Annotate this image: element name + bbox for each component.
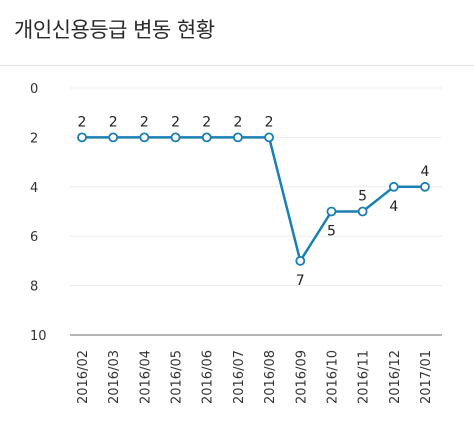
data-label: 2: [171, 114, 180, 130]
series-credit-grade: [77, 132, 430, 266]
series-line: [82, 136, 425, 263]
page-title: 개인신용등급 변동 현황: [14, 18, 215, 42]
data-point: [233, 132, 243, 143]
y-tick-label: 6: [30, 230, 38, 245]
y-tick-label: 2: [30, 131, 38, 146]
x-tick-label: 2016/07: [232, 350, 247, 404]
data-label: 4: [421, 164, 430, 180]
data-label: 2: [202, 114, 211, 130]
x-tick-label: 2016/09: [294, 350, 309, 404]
x-axis-ticks: 2016/02 2016/03 2016/04 2016/05 2016/06 2016/…: [76, 350, 434, 404]
data-label: 7: [296, 273, 305, 289]
data-label: 2: [109, 114, 118, 130]
x-tick-label: 2016/11: [357, 350, 372, 404]
x-tick-label: 2016/08: [263, 350, 278, 404]
x-tick-label: 2017/01: [419, 350, 434, 404]
x-tick-label: 2016/04: [138, 350, 153, 404]
x-tick-label: 2016/06: [201, 350, 216, 404]
x-tick-label: 2016/03: [107, 350, 122, 404]
data-label: 2: [265, 114, 274, 130]
data-point: [108, 132, 119, 143]
data-point: [264, 132, 274, 143]
x-tick-label: 2016/02: [76, 350, 91, 404]
data-point: [357, 206, 368, 217]
data-point: [420, 181, 430, 192]
data-label: 4: [389, 199, 398, 215]
data-point: [170, 132, 181, 143]
y-axis-ticks: 0 2 4 6 8 10: [30, 82, 47, 344]
y-tick-label: 4: [30, 181, 38, 196]
grid-lines: [70, 87, 442, 336]
data-label: 2: [233, 114, 242, 130]
data-label: 2: [140, 114, 149, 130]
header-divider: [0, 65, 474, 66]
data-point: [388, 181, 399, 192]
data-label: 2: [78, 114, 87, 130]
x-tick-label: 2016/05: [170, 350, 185, 404]
data-point: [139, 132, 150, 143]
data-label: 5: [358, 189, 367, 205]
data-point: [201, 132, 212, 143]
data-point: [77, 132, 87, 143]
data-point: [295, 255, 306, 266]
y-tick-label: 8: [30, 280, 38, 295]
y-tick-label: 10: [30, 329, 47, 344]
data-labels: 2 2 2 2 2 2 2 7 5 5 4 4: [78, 114, 430, 289]
x-tick-label: 2016/12: [388, 350, 403, 404]
y-tick-label: 0: [30, 82, 38, 97]
x-tick-label: 2016/10: [325, 350, 340, 404]
data-label: 5: [327, 224, 336, 240]
data-point: [326, 206, 337, 217]
